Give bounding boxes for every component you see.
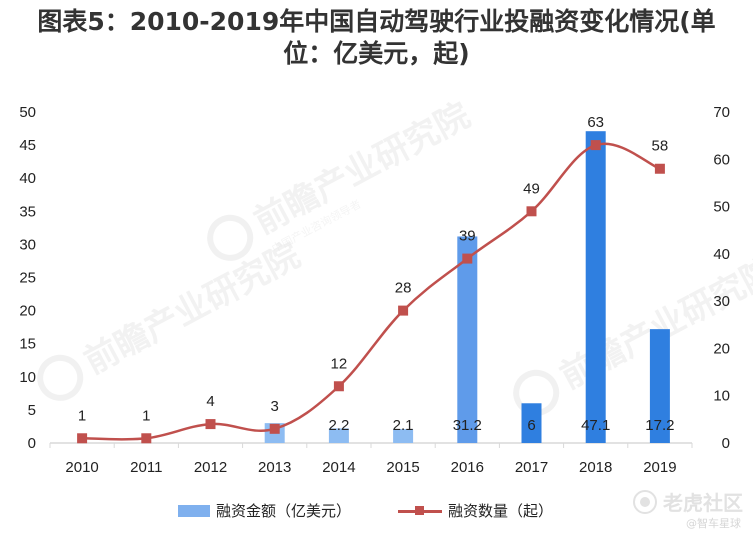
bar xyxy=(393,429,414,443)
line-marker xyxy=(654,163,665,174)
legend-line-swatch xyxy=(398,505,442,517)
y-right-tick-label: 50 xyxy=(713,199,730,216)
line-marker xyxy=(398,305,409,316)
line-data-label: 63 xyxy=(587,114,604,131)
x-tick-label: 2019 xyxy=(643,459,676,476)
line-marker xyxy=(526,206,537,217)
y-right-tick-label: 70 xyxy=(713,104,730,121)
bar-data-label: 6 xyxy=(527,417,535,434)
line-marker xyxy=(333,381,344,392)
line-marker xyxy=(462,253,473,264)
chart-title-line-1: 图表5：2010-2019年中国自动驾驶行业投融资变化情况(单 xyxy=(37,7,716,36)
chart-title-line-2: 位：亿美元，起) xyxy=(283,39,470,68)
x-tick-label: 2017 xyxy=(515,459,548,476)
line-marker xyxy=(141,433,152,444)
data-labels: 1 1 4 3 12 28 39 49 63 58 2.2 2.1 31.2 6 47.1 17.2 xyxy=(78,114,675,434)
x-tick-label: 2012 xyxy=(194,459,227,476)
bar xyxy=(585,131,606,443)
watermark-text: 前瞻产业研究院 xyxy=(248,95,477,242)
watermark-text: 前瞻产业研究院 xyxy=(78,235,307,382)
y-left-tick-label: 0 xyxy=(28,435,36,452)
legend-item-bar: 融资金额（亿美元） xyxy=(178,500,351,521)
y-right-tick-label: 40 xyxy=(713,246,730,263)
axes: 0 5 10 15 20 25 30 35 40 45 50 0 10 20 30 40 50 60 70 2010 2… xyxy=(19,104,730,476)
bar xyxy=(521,403,542,443)
line-data-label: 39 xyxy=(459,228,476,245)
bar-data-label: 2.1 xyxy=(393,417,414,434)
watermark-stamp: 前瞻产业研究院 xyxy=(37,235,307,401)
bar xyxy=(649,329,670,443)
x-tick-label: 2010 xyxy=(65,459,98,476)
bar-series xyxy=(264,131,670,443)
y-left-tick-label: 35 xyxy=(19,203,36,220)
line-marker xyxy=(590,140,601,151)
y-right-tick-label: 10 xyxy=(713,388,730,405)
watermark-logo-icon xyxy=(37,354,84,401)
line-marker xyxy=(77,433,88,444)
line-data-label: 1 xyxy=(142,407,150,424)
y-left-tick-label: 40 xyxy=(19,170,36,187)
line-data-label: 49 xyxy=(523,180,540,197)
y-left-tick-label: 15 xyxy=(19,336,36,353)
x-tick-label: 2015 xyxy=(386,459,419,476)
x-tick-label: 2014 xyxy=(322,459,355,476)
y-left-tick-label: 20 xyxy=(19,303,36,320)
bar-data-label: 2.2 xyxy=(328,417,349,434)
bar-data-label: 17.2 xyxy=(645,417,674,434)
line-data-label: 1 xyxy=(78,407,86,424)
bar xyxy=(457,236,478,443)
line-path xyxy=(82,142,661,441)
corner-watermark-sub: @智车星球 xyxy=(686,517,741,530)
tiger-logo-icon xyxy=(633,489,657,514)
watermark-logo-icon xyxy=(207,214,254,261)
legend: 融资金额（亿美元） 融资数量（起） xyxy=(0,497,753,521)
corner-watermark: 老虎社区 xyxy=(633,487,743,516)
x-tick-label: 2018 xyxy=(579,459,612,476)
bar-data-label: 47.1 xyxy=(581,417,610,434)
chart-title: 图表5：2010-2019年中国自动驾驶行业投融资变化情况(单 位：亿美元，起) xyxy=(0,6,753,70)
x-tick-label: 2016 xyxy=(451,459,484,476)
y-left-tick-label: 5 xyxy=(28,402,36,419)
legend-line-label: 融资数量（起） xyxy=(448,502,554,520)
y-left-tick-label: 25 xyxy=(19,270,36,287)
line-marker xyxy=(269,423,280,434)
legend-bar-label: 融资金额（亿美元） xyxy=(216,502,352,520)
line-series xyxy=(77,140,665,444)
y-right-tick-label: 20 xyxy=(713,340,730,357)
line-data-label: 28 xyxy=(395,280,412,297)
y-left-tick-label: 45 xyxy=(19,137,36,154)
y-left-tick-label: 10 xyxy=(19,369,36,386)
line-data-label: 3 xyxy=(271,398,279,415)
y-right-tick-label: 60 xyxy=(713,151,730,168)
line-marker xyxy=(205,419,216,430)
y-left-tick-label: 50 xyxy=(19,104,36,121)
y-left-tick-label: 30 xyxy=(19,236,36,253)
bar xyxy=(328,428,349,443)
y-right-tick-label: 30 xyxy=(713,293,730,310)
line-data-label: 4 xyxy=(206,393,214,410)
line-data-label: 58 xyxy=(652,138,669,155)
corner-watermark-text: 老虎社区 xyxy=(663,491,743,515)
x-tick-label: 2013 xyxy=(258,459,291,476)
y-right-tick-label: 0 xyxy=(722,435,730,452)
legend-bar-swatch xyxy=(178,504,210,517)
x-tick-label: 2011 xyxy=(130,459,162,476)
bar-data-label: 31.2 xyxy=(453,417,482,434)
line-data-label: 12 xyxy=(331,355,348,372)
legend-item-line: 融资数量（起） xyxy=(398,500,553,521)
watermark-logo-icon xyxy=(513,369,560,416)
